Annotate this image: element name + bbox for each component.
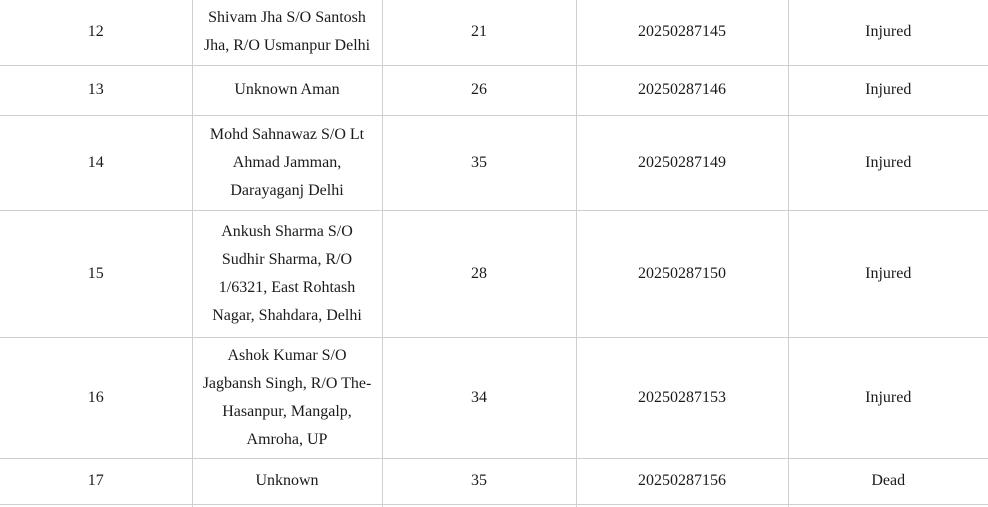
cell-report-no: 20250287146 bbox=[575, 64, 789, 116]
cell-name-address: Shivam Jha S/O Santosh Jha, R/O Usmanpur… bbox=[191, 0, 383, 66]
cell-status bbox=[787, 503, 988, 507]
table-row: 15 Ankush Sharma S/O Sudhir Sharma, R/O … bbox=[0, 209, 988, 338]
cell-name-address: Ashok Kumar S/O Jagbansh Singh, R/O The-… bbox=[191, 336, 383, 459]
cell-serial-no: 16 bbox=[0, 336, 193, 459]
table-row: 13 Unknown Aman 26 20250287146 Injured bbox=[0, 64, 988, 116]
cell-status: Injured bbox=[787, 209, 988, 338]
cell-age: 21 bbox=[381, 0, 577, 66]
cell-report-no: 20250287150 bbox=[575, 209, 789, 338]
cell-serial-no: 14 bbox=[0, 114, 193, 211]
cell-report-no: 20250287153 bbox=[575, 336, 789, 459]
table-row: 16 Ashok Kumar S/O Jagbansh Singh, R/O T… bbox=[0, 336, 988, 459]
cell-name-address: Unknown bbox=[191, 457, 383, 505]
cell-age: 34 bbox=[381, 336, 577, 459]
cell-report-no: 20250287156 bbox=[575, 457, 789, 505]
cell-status: Injured bbox=[787, 114, 988, 211]
cell-name-address: Unknown Aman bbox=[191, 64, 383, 116]
cell-status: Injured bbox=[787, 0, 988, 66]
cell-status: Injured bbox=[787, 64, 988, 116]
cell-report-no: 20250287145 bbox=[575, 0, 789, 66]
cell-age: 26 bbox=[381, 64, 577, 116]
table-row: 17 Unknown 35 20250287156 Dead bbox=[0, 457, 988, 505]
cell-name-address: Mohd Sahnawaz S/O Lt Ahmad Jamman, Daray… bbox=[191, 114, 383, 211]
table-row: 14 Mohd Sahnawaz S/O Lt Ahmad Jamman, Da… bbox=[0, 114, 988, 211]
cell-serial-no: 15 bbox=[0, 209, 193, 338]
cell-age: 35 bbox=[381, 114, 577, 211]
cell-name-address: Ankush Sharma S/O Sudhir Sharma, R/O 1/6… bbox=[191, 209, 383, 338]
cell-age: 28 bbox=[381, 209, 577, 338]
cell-serial-no: 17 bbox=[0, 457, 193, 505]
cell-status: Dead bbox=[787, 457, 988, 505]
cell-status: Injured bbox=[787, 336, 988, 459]
cell-age: 35 bbox=[381, 457, 577, 505]
cell-serial-no: 12 bbox=[0, 0, 193, 66]
cell-report-no: 20250287149 bbox=[575, 114, 789, 211]
cell-serial-no: 13 bbox=[0, 64, 193, 116]
table-row: 12 Shivam Jha S/O Santosh Jha, R/O Usman… bbox=[0, 0, 988, 66]
table-row-partial bbox=[0, 503, 988, 507]
